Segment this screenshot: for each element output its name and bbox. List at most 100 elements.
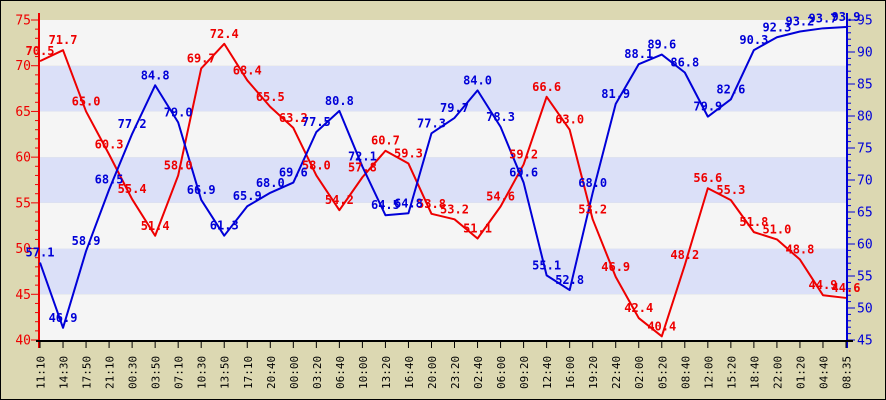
band-stripe <box>40 202 846 249</box>
red-series-point-label: 59.3 <box>394 147 423 161</box>
blue-series-point-label: 46.9 <box>49 311 78 325</box>
red-series-point-label: 54.2 <box>325 193 354 207</box>
right-axis: 45 50 55 60 65 70 75 80 85 90 95 <box>846 13 873 349</box>
blue-series-point-label: 89.6 <box>647 38 676 52</box>
red-series-line <box>39 42 847 338</box>
blue-series-point-label: 88.1 <box>624 47 653 61</box>
x-tick-label: 00:00 <box>288 356 301 389</box>
x-tick-label: 13:20 <box>380 356 393 389</box>
x-axis <box>36 340 853 348</box>
blue-series-point-label: 52.8 <box>555 273 584 287</box>
blue-series-point-label: 86.8 <box>670 55 699 69</box>
blue-series-point-label: 68.5 <box>95 173 124 187</box>
x-tick-label: 14:30 <box>58 356 71 389</box>
red-series-point-label: 51.0 <box>762 222 791 236</box>
band-stripe <box>40 20 846 66</box>
red-series-point-label: 69.7 <box>187 51 216 65</box>
right-axis-tick-label: 60 <box>857 238 873 253</box>
left-axis-tick-label: 50 <box>15 242 31 257</box>
x-tick-label: 03:20 <box>311 356 324 389</box>
red-series-point-label: 51.4 <box>141 219 170 233</box>
red-series-point-label: 59.2 <box>509 147 538 161</box>
right-axis-tick-label: 80 <box>857 110 873 125</box>
x-tick-label: 02:40 <box>472 356 485 389</box>
x-tick-label: 16:40 <box>403 356 416 389</box>
blue-series-point-label: 64.8 <box>394 196 423 210</box>
x-tick-label: 12:00 <box>702 356 715 389</box>
blue-series-point-label: 80.8 <box>325 94 354 108</box>
red-series-point-label: 63.2 <box>279 111 308 125</box>
band-stripe <box>40 65 846 112</box>
red-series-point-label: 72.4 <box>210 27 239 41</box>
red-series-point-label: 57.8 <box>348 160 377 174</box>
red-series-point-label: 60.3 <box>95 137 124 151</box>
band-stripe <box>40 111 846 158</box>
blue-series-point-label: 69.6 <box>509 166 538 180</box>
red-series-point-label: 58.0 <box>302 158 331 172</box>
red-series-point-label: 68.4 <box>233 63 262 77</box>
x-tick-label: 22:00 <box>771 356 784 389</box>
blue-series-point-label: 68.0 <box>578 176 607 190</box>
x-tick-label: 05:20 <box>656 356 669 389</box>
x-tick-label: 08:35 <box>841 356 854 389</box>
blue-series-line <box>39 26 847 329</box>
x-tick-label: 06:00 <box>495 356 508 389</box>
x-tick-label: 01:20 <box>794 356 807 389</box>
red-series-point-label: 65.0 <box>72 94 101 108</box>
blue-series-point-label: 78.3 <box>486 110 515 124</box>
left-axis-tick-label: 45 <box>15 288 31 303</box>
right-axis-tick-label: 50 <box>857 302 873 317</box>
blue-series-point-label: 84.0 <box>463 73 492 87</box>
red-series-point-label: 56.6 <box>693 171 722 185</box>
red-series-point-label: 55.3 <box>716 183 745 197</box>
red-series-point-label: 53.2 <box>578 202 607 216</box>
red-series-point-label: 54.6 <box>486 190 515 204</box>
x-tick-label: 10:00 <box>357 356 370 389</box>
x-tick-label: 13:50 <box>219 356 232 389</box>
red-series-point-label: 51.8 <box>739 215 768 229</box>
x-tick-label: 10:30 <box>196 356 209 389</box>
right-axis-tick-label: 65 <box>857 206 873 221</box>
blue-series-point-label: 72.1 <box>348 150 377 164</box>
blue-series-point-label: 77.2 <box>118 117 147 131</box>
blue-series-point-label: 66.9 <box>187 183 216 197</box>
red-series-labels: 70.571.7 65.0 60.3 55.4 51.4 58.0 69.7 72.4 68.4… <box>26 27 861 334</box>
blue-series-point-label: 55.1 <box>532 258 561 272</box>
x-tick-label: 20:00 <box>426 356 439 389</box>
red-series-point-label: 58.0 <box>164 158 193 172</box>
x-tick-label: 09:20 <box>518 356 531 389</box>
red-series-point-label: 53.2 <box>440 202 469 216</box>
band-stripe <box>40 294 846 340</box>
red-series-point-label: 46.9 <box>601 260 630 274</box>
blue-series-point-label: 77.3 <box>417 116 446 130</box>
x-tick-label: 20:40 <box>265 356 278 389</box>
blue-series-point-label: 84.8 <box>141 68 170 82</box>
left-axis-tick-label: 70 <box>15 59 31 74</box>
red-series-point-label: 53.8 <box>417 197 446 211</box>
band-stripes <box>40 20 846 340</box>
right-axis-tick-label: 45 <box>857 334 873 349</box>
blue-series-point-label: 93.7 <box>809 11 838 25</box>
red-series-point-label: 55.4 <box>118 182 147 196</box>
blue-series-point-label: 79.9 <box>693 100 722 114</box>
blue-series-point-label: 82.6 <box>716 82 745 96</box>
blue-series-point-label: 79.0 <box>164 105 193 119</box>
band-stripe <box>40 157 846 203</box>
right-axis-tick-label: 95 <box>857 14 873 29</box>
x-tick-label: 18:40 <box>748 356 761 389</box>
left-axis-tick-label: 40 <box>15 334 31 349</box>
x-tick-label: 11:10 <box>35 356 48 389</box>
blue-series-point-label: 93.2 <box>785 15 814 29</box>
x-tick-label: 02:00 <box>633 356 646 389</box>
x-tick-label: 17:10 <box>242 356 255 389</box>
blue-series-labels: 57.1 46.9 58.9 68.5 77.2 84.8 79.0 66.9 61.3 65.9… <box>26 10 861 325</box>
x-tick-label: 07:10 <box>173 356 186 389</box>
blue-series-point-label: 64.5 <box>371 198 400 212</box>
x-tick-label: 12:40 <box>541 356 554 389</box>
red-series-point-label: 51.1 <box>463 222 492 236</box>
blue-series-point-label: 92.3 <box>762 20 791 34</box>
red-series-point-label: 66.6 <box>532 80 561 94</box>
red-series-point-label: 63.0 <box>555 113 584 127</box>
